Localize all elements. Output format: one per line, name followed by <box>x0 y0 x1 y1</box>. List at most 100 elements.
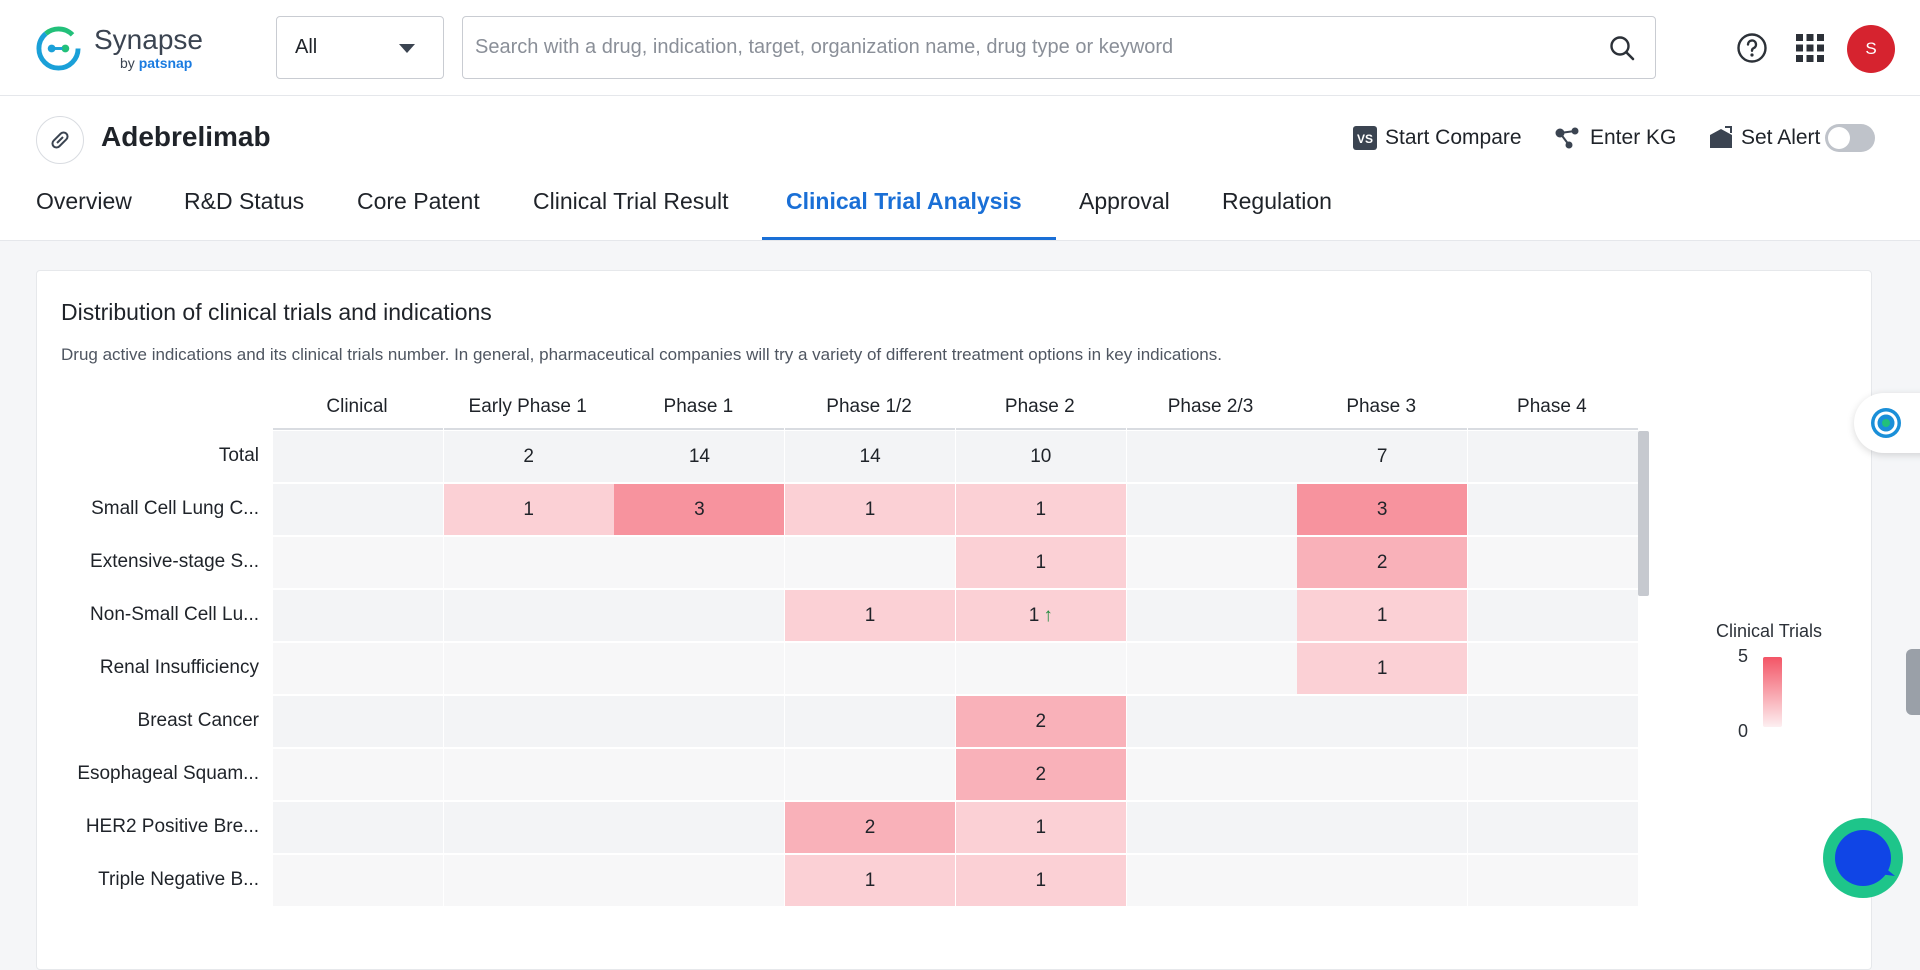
heatmap-cell <box>444 749 614 800</box>
cell-value: 1 <box>865 870 876 892</box>
heatmap-cell[interactable]: 2 <box>444 431 614 482</box>
chat-assistant-button[interactable] <box>1823 818 1903 898</box>
heatmap-cell[interactable]: 3 <box>1297 484 1467 535</box>
heatmap-cell[interactable]: 1 <box>956 802 1126 853</box>
cell-value: 3 <box>694 499 705 521</box>
row-label-indication[interactable]: Renal Insufficiency <box>14 657 259 679</box>
row-label-indication[interactable]: Non-Small Cell Lu... <box>14 604 259 626</box>
user-avatar[interactable]: S <box>1847 25 1895 73</box>
row-label-total: Total <box>14 445 259 467</box>
heatmap-cell[interactable]: 10 <box>956 431 1126 482</box>
cell-value: 2 <box>1036 711 1047 733</box>
search-icon[interactable] <box>1609 35 1635 61</box>
synapse-logo[interactable]: Synapse by patsnap <box>35 22 255 74</box>
cell-value: 1 <box>1036 817 1047 839</box>
row-label-indication[interactable]: Extensive-stage S... <box>14 551 259 573</box>
heatmap-cell[interactable]: 1 <box>444 484 614 535</box>
column-header: Phase 3 <box>1296 396 1466 418</box>
compare-icon: VS <box>1352 125 1378 151</box>
heatmap-scrollbar[interactable] <box>1638 431 1649 596</box>
heatmap-cell[interactable]: 1 <box>1297 643 1467 694</box>
toggle-knob <box>1828 127 1850 149</box>
heatmap-cell[interactable]: 1 <box>956 537 1126 588</box>
column-header-underline <box>1127 428 1297 430</box>
heatmap-cell <box>273 855 443 906</box>
row-label-indication[interactable]: Triple Negative B... <box>14 869 259 891</box>
heatmap-cell <box>1297 696 1467 747</box>
heatmap-cell <box>614 643 784 694</box>
heatmap-cell <box>1468 590 1638 641</box>
svg-text:VS: VS <box>1357 132 1373 146</box>
heatmap-cell <box>1127 590 1297 641</box>
help-icon[interactable] <box>1736 32 1768 64</box>
heatmap-cell[interactable]: 1 <box>785 484 955 535</box>
legend-max: 5 <box>1738 646 1748 667</box>
heatmap-cell <box>1127 696 1297 747</box>
heatmap-cell <box>956 643 1126 694</box>
heatmap-cell <box>614 537 784 588</box>
column-header-underline <box>614 428 784 430</box>
app-by: by <box>120 55 135 71</box>
heatmap-cell <box>785 643 955 694</box>
heatmap-cell[interactable]: 1↑ <box>956 590 1126 641</box>
set-alert-toggle[interactable] <box>1825 124 1875 152</box>
side-panel-handle[interactable] <box>1906 649 1920 715</box>
heatmap-cell[interactable]: 7 <box>1297 431 1467 482</box>
heatmap-cell[interactable]: 2 <box>956 749 1126 800</box>
row-label-indication[interactable]: Small Cell Lung C... <box>14 498 259 520</box>
cell-value: 1 <box>1036 870 1047 892</box>
row-label-indication[interactable]: HER2 Positive Bre... <box>14 816 259 838</box>
tab-rd-status[interactable]: R&D Status <box>184 180 304 241</box>
legend-gradient-bar[interactable] <box>1763 657 1782 727</box>
column-header: Phase 2 <box>955 396 1125 418</box>
top-navigation-bar: Synapse by patsnap All S <box>0 0 1920 96</box>
cell-value: 2 <box>1036 764 1047 786</box>
heatmap-cell <box>1127 431 1297 482</box>
start-compare-button[interactable]: VS Start Compare <box>1352 123 1522 153</box>
tab-core-patent[interactable]: Core Patent <box>357 180 480 241</box>
app-name: Synapse <box>94 24 203 56</box>
tab-regulation[interactable]: Regulation <box>1222 180 1332 241</box>
tab-overview[interactable]: Overview <box>36 180 132 241</box>
heatmap-cell <box>1468 749 1638 800</box>
heatmap-cell[interactable]: 2 <box>1297 537 1467 588</box>
heatmap-cell[interactable]: 1 <box>785 590 955 641</box>
heatmap-cell <box>444 855 614 906</box>
search-scope-select[interactable]: All <box>276 16 444 79</box>
column-header-underline <box>1297 428 1467 430</box>
heatmap-cell <box>273 431 443 482</box>
heatmap-cell <box>273 643 443 694</box>
heatmap-cell <box>273 696 443 747</box>
cell-value: 1 <box>865 499 876 521</box>
apps-grid-icon[interactable] <box>1796 34 1824 62</box>
heatmap-cell[interactable]: 1 <box>956 484 1126 535</box>
heatmap-cell[interactable]: 1 <box>956 855 1126 906</box>
enter-kg-button[interactable]: Enter KG <box>1553 123 1676 153</box>
column-header-underline <box>785 428 955 430</box>
tab-approval[interactable]: Approval <box>1079 180 1170 241</box>
heatmap-cell[interactable]: 2 <box>956 696 1126 747</box>
heatmap-cell <box>273 802 443 853</box>
cell-value: 1 <box>1036 499 1047 521</box>
active-tab-indicator <box>762 237 1056 240</box>
set-alert-button[interactable]: Set Alert <box>1708 123 1820 153</box>
heatmap-cell[interactable]: 2 <box>785 802 955 853</box>
row-label-indication[interactable]: Breast Cancer <box>14 710 259 732</box>
row-label-indication[interactable]: Esophageal Squam... <box>14 763 259 785</box>
heatmap-cell <box>444 590 614 641</box>
legend-min: 0 <box>1738 721 1748 742</box>
heatmap-cell[interactable]: 1 <box>785 855 955 906</box>
heatmap-cell[interactable]: 1 <box>1297 590 1467 641</box>
heatmap-cell[interactable]: 3 <box>614 484 784 535</box>
heatmap-cell[interactable]: 14 <box>614 431 784 482</box>
cell-value: 2 <box>1377 552 1388 574</box>
eureka-assistant-button[interactable] <box>1854 393 1920 453</box>
heatmap-cell <box>614 802 784 853</box>
tab-clinical-trial-result[interactable]: Clinical Trial Result <box>533 180 729 241</box>
heatmap-cell[interactable]: 14 <box>785 431 955 482</box>
cell-value: 2 <box>523 446 534 468</box>
heatmap-cell <box>1468 802 1638 853</box>
search-input[interactable] <box>475 17 1575 78</box>
tab-clinical-trial-analysis[interactable]: Clinical Trial Analysis <box>786 180 1022 241</box>
legend-title: Clinical Trials <box>1716 621 1822 642</box>
